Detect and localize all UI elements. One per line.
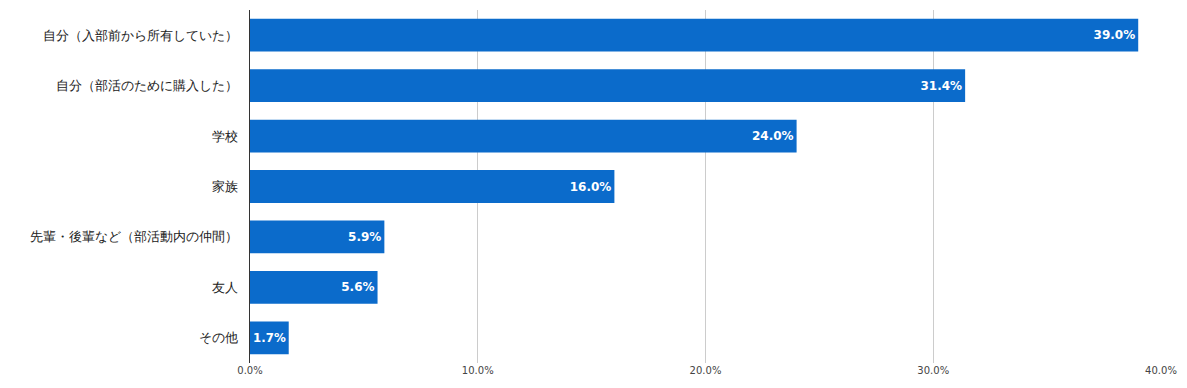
svg-text:10.0%: 10.0% xyxy=(462,365,494,376)
svg-text:家族: 家族 xyxy=(212,179,238,194)
svg-text:0.0%: 0.0% xyxy=(237,365,262,376)
svg-text:40.0%: 40.0% xyxy=(1145,365,1177,376)
svg-text:20.0%: 20.0% xyxy=(690,365,722,376)
svg-text:自分（入部前から所有していた）: 自分（入部前から所有していた） xyxy=(43,28,238,43)
svg-text:先輩・後輩など（部活動内の仲間）: 先輩・後輩など（部活動内の仲間） xyxy=(30,229,238,244)
svg-text:31.4%: 31.4% xyxy=(920,79,962,93)
svg-text:1.7%: 1.7% xyxy=(253,331,286,345)
svg-text:学校: 学校 xyxy=(212,129,238,144)
svg-text:その他: その他 xyxy=(199,330,238,345)
svg-text:5.6%: 5.6% xyxy=(341,280,374,294)
svg-text:友人: 友人 xyxy=(212,280,238,295)
svg-text:5.9%: 5.9% xyxy=(348,230,381,244)
svg-text:自分（部活のために購入した）: 自分（部活のために購入した） xyxy=(56,78,238,93)
svg-text:30.0%: 30.0% xyxy=(917,365,949,376)
svg-text:39.0%: 39.0% xyxy=(1094,28,1136,42)
svg-text:16.0%: 16.0% xyxy=(570,180,612,194)
svg-text:24.0%: 24.0% xyxy=(752,129,794,143)
